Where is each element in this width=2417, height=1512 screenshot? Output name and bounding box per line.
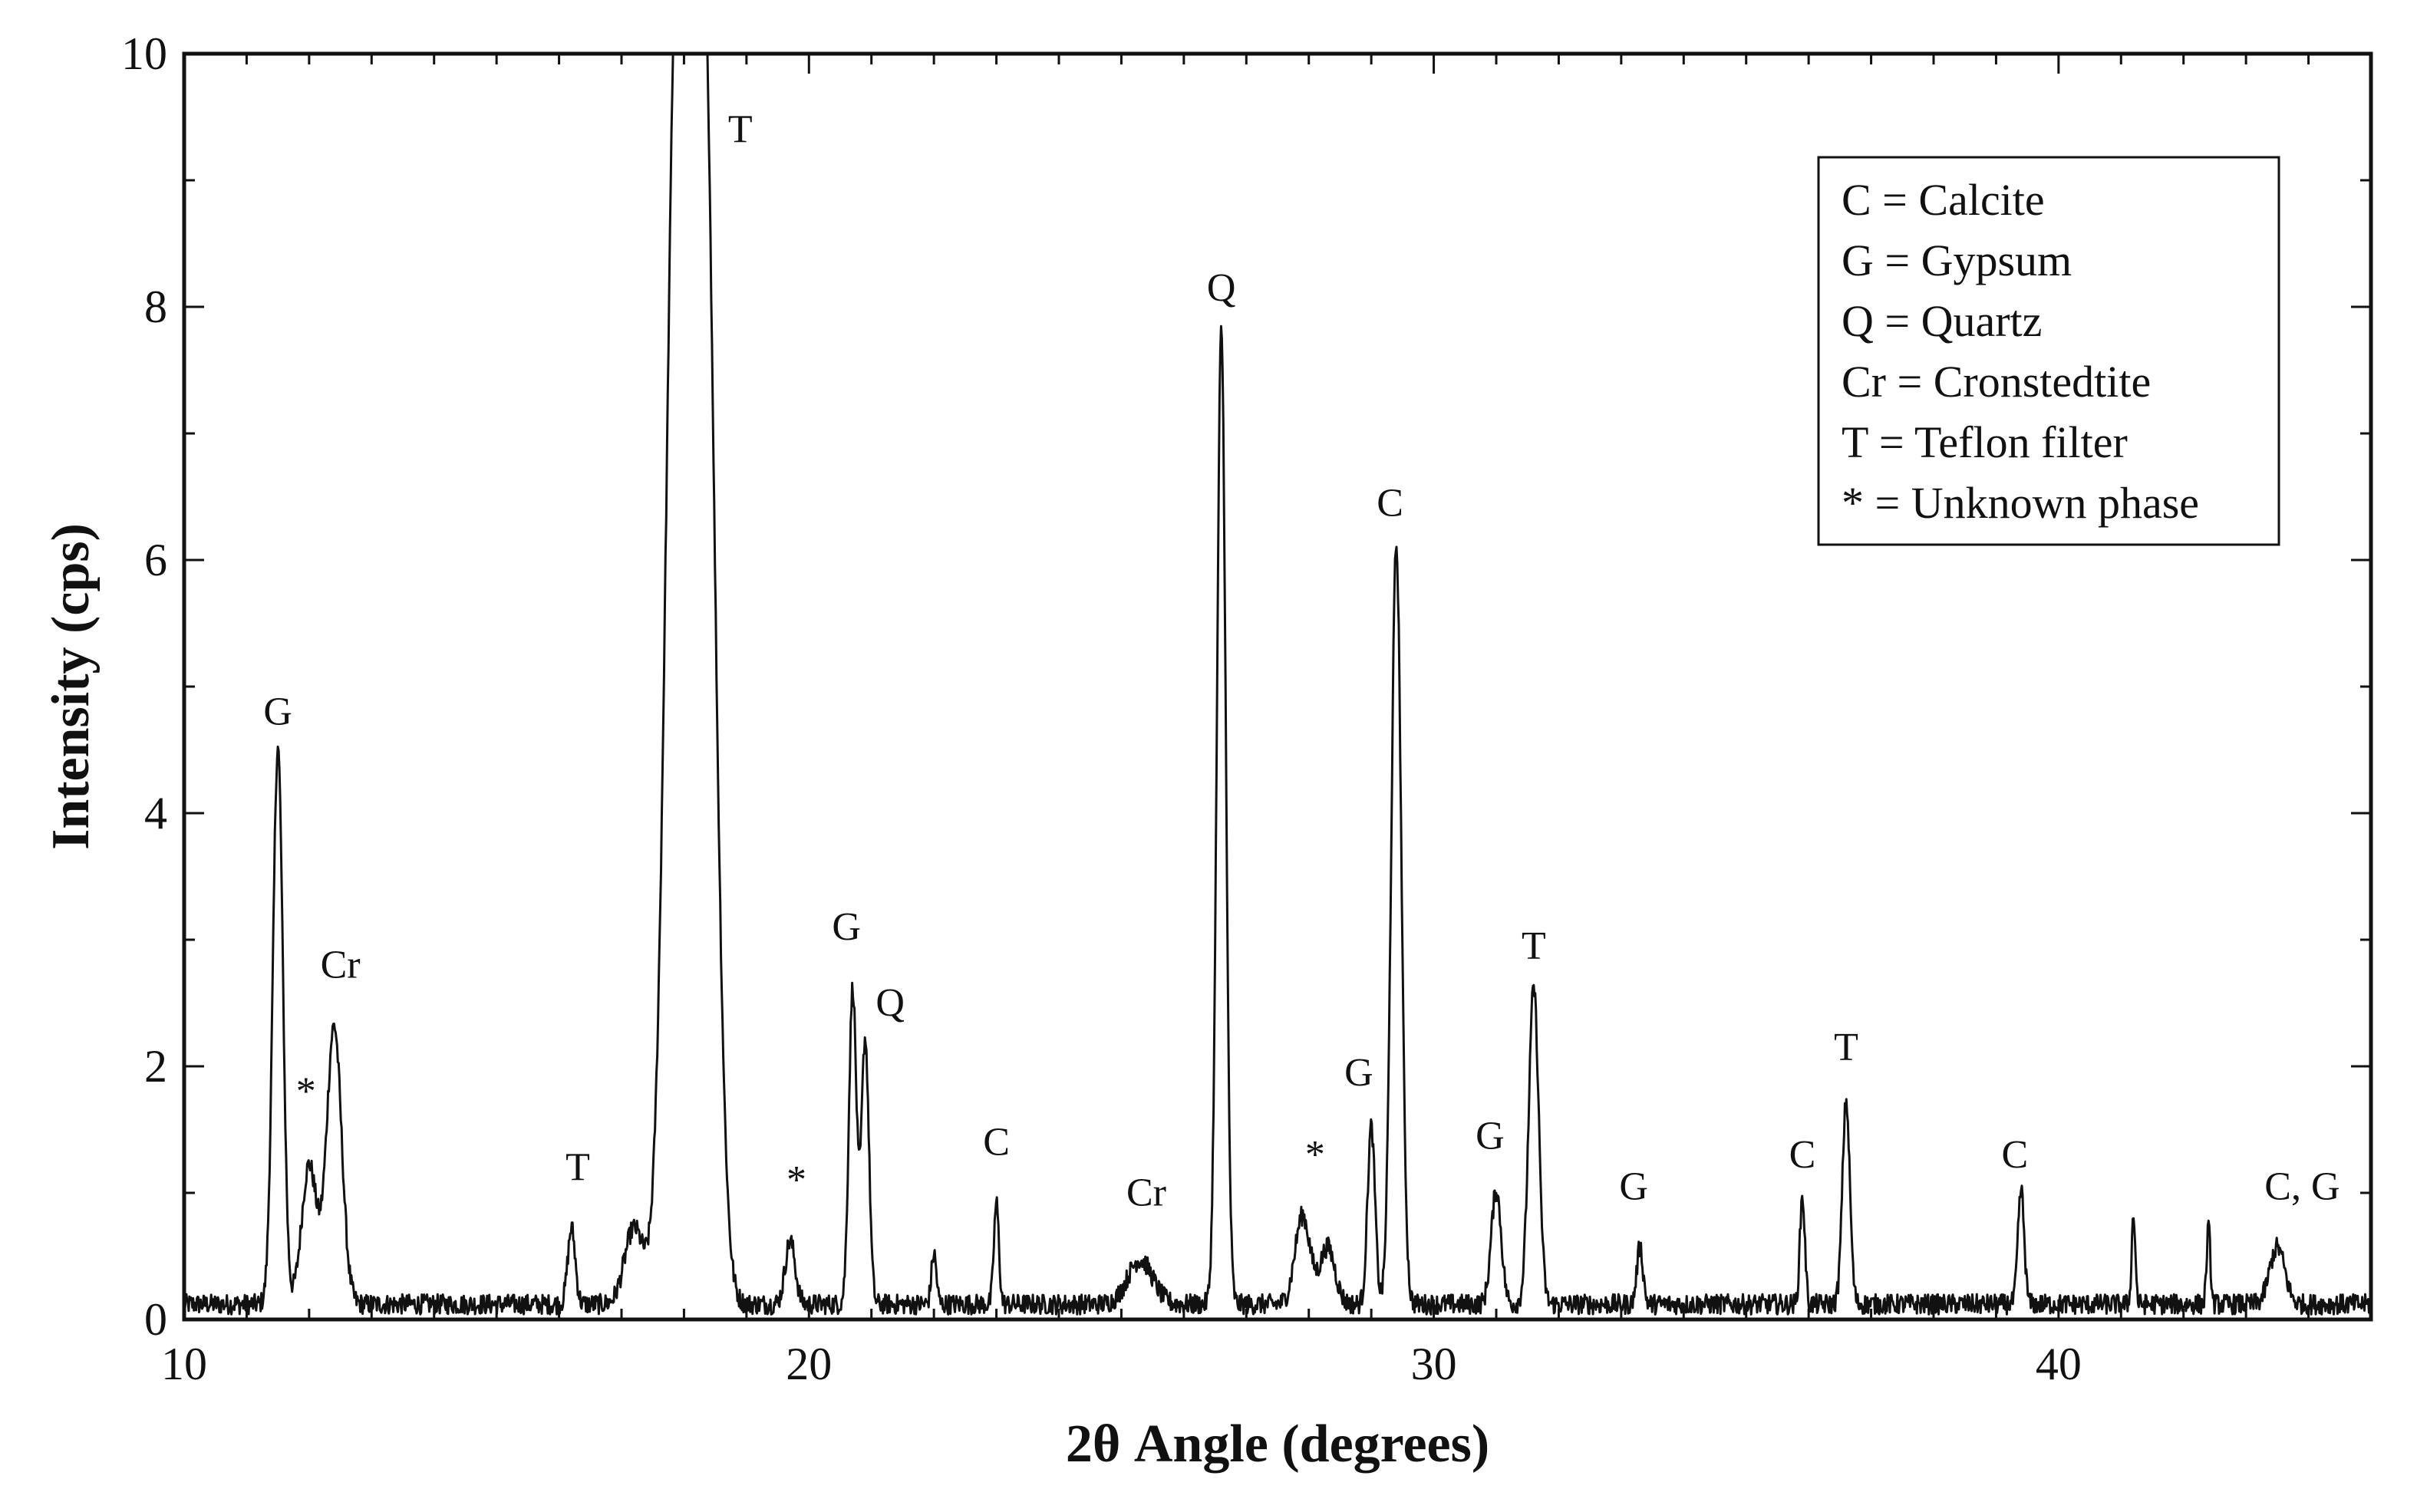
peak-label: T — [728, 108, 753, 152]
y-tick-label: 10 — [121, 28, 167, 79]
legend-entry-calcite: C = Calcite — [1842, 175, 2045, 225]
y-axis-title: Intensity (cps) — [41, 523, 101, 850]
x-tick-label: 10 — [161, 1339, 207, 1389]
y-tick-label: 0 — [144, 1294, 167, 1345]
peak-label: C — [983, 1121, 1010, 1164]
peak-label: Cr — [1126, 1171, 1166, 1215]
peak-label: * — [1305, 1133, 1325, 1177]
peak-label: * — [786, 1158, 806, 1202]
y-tick-label: 2 — [144, 1041, 167, 1092]
axis-tick-labels: 10 20 30 40 0 2 4 6 8 10 — [121, 28, 2082, 1389]
legend-entry-teflon: T = Teflon filter — [1842, 417, 2128, 467]
peak-label: G — [832, 905, 861, 949]
peak-label: G — [1476, 1114, 1505, 1158]
peak-label: T — [1522, 924, 1546, 968]
x-axis-title: 2θ Angle (degrees) — [1066, 1415, 1489, 1474]
x-tick-label: 40 — [2036, 1339, 2082, 1389]
y-tick-label: 6 — [144, 535, 167, 585]
y-tick-label: 4 — [144, 788, 167, 838]
legend-box — [1817, 156, 2280, 546]
peak-label: C — [2002, 1133, 2029, 1177]
peak-label: C, G — [2264, 1164, 2340, 1208]
legend-entry-quartz: Q = Quartz — [1842, 296, 2042, 346]
peak-label: Cr — [321, 944, 361, 987]
intensity-trace — [183, 52, 2372, 1316]
peak-label: G — [1619, 1164, 1648, 1208]
peak-label: C — [1789, 1133, 1816, 1177]
x-tick-label: 30 — [1411, 1339, 1457, 1389]
peak-label: Q — [1207, 266, 1236, 310]
peak-label: T — [566, 1146, 590, 1190]
peak-label: Q — [875, 981, 905, 1025]
peak-label: T — [1834, 1026, 1858, 1069]
peak-label: C — [1377, 481, 1403, 525]
legend-entry-cronstedtite: Cr = Cronstedtite — [1842, 357, 2151, 407]
peak-label: G — [263, 690, 292, 734]
legend-entry-unknown: * = Unknown phase — [1842, 478, 2199, 528]
peak-label: G — [1344, 1051, 1373, 1095]
x-tick-label: 20 — [786, 1339, 832, 1389]
y-tick-label: 8 — [144, 282, 167, 332]
legend-entry-gypsum: G = Gypsum — [1842, 236, 2072, 285]
legend: C = Calcite G = Gypsum Q = Quartz Cr = C… — [1817, 156, 2280, 546]
peak-label: * — [296, 1070, 316, 1114]
